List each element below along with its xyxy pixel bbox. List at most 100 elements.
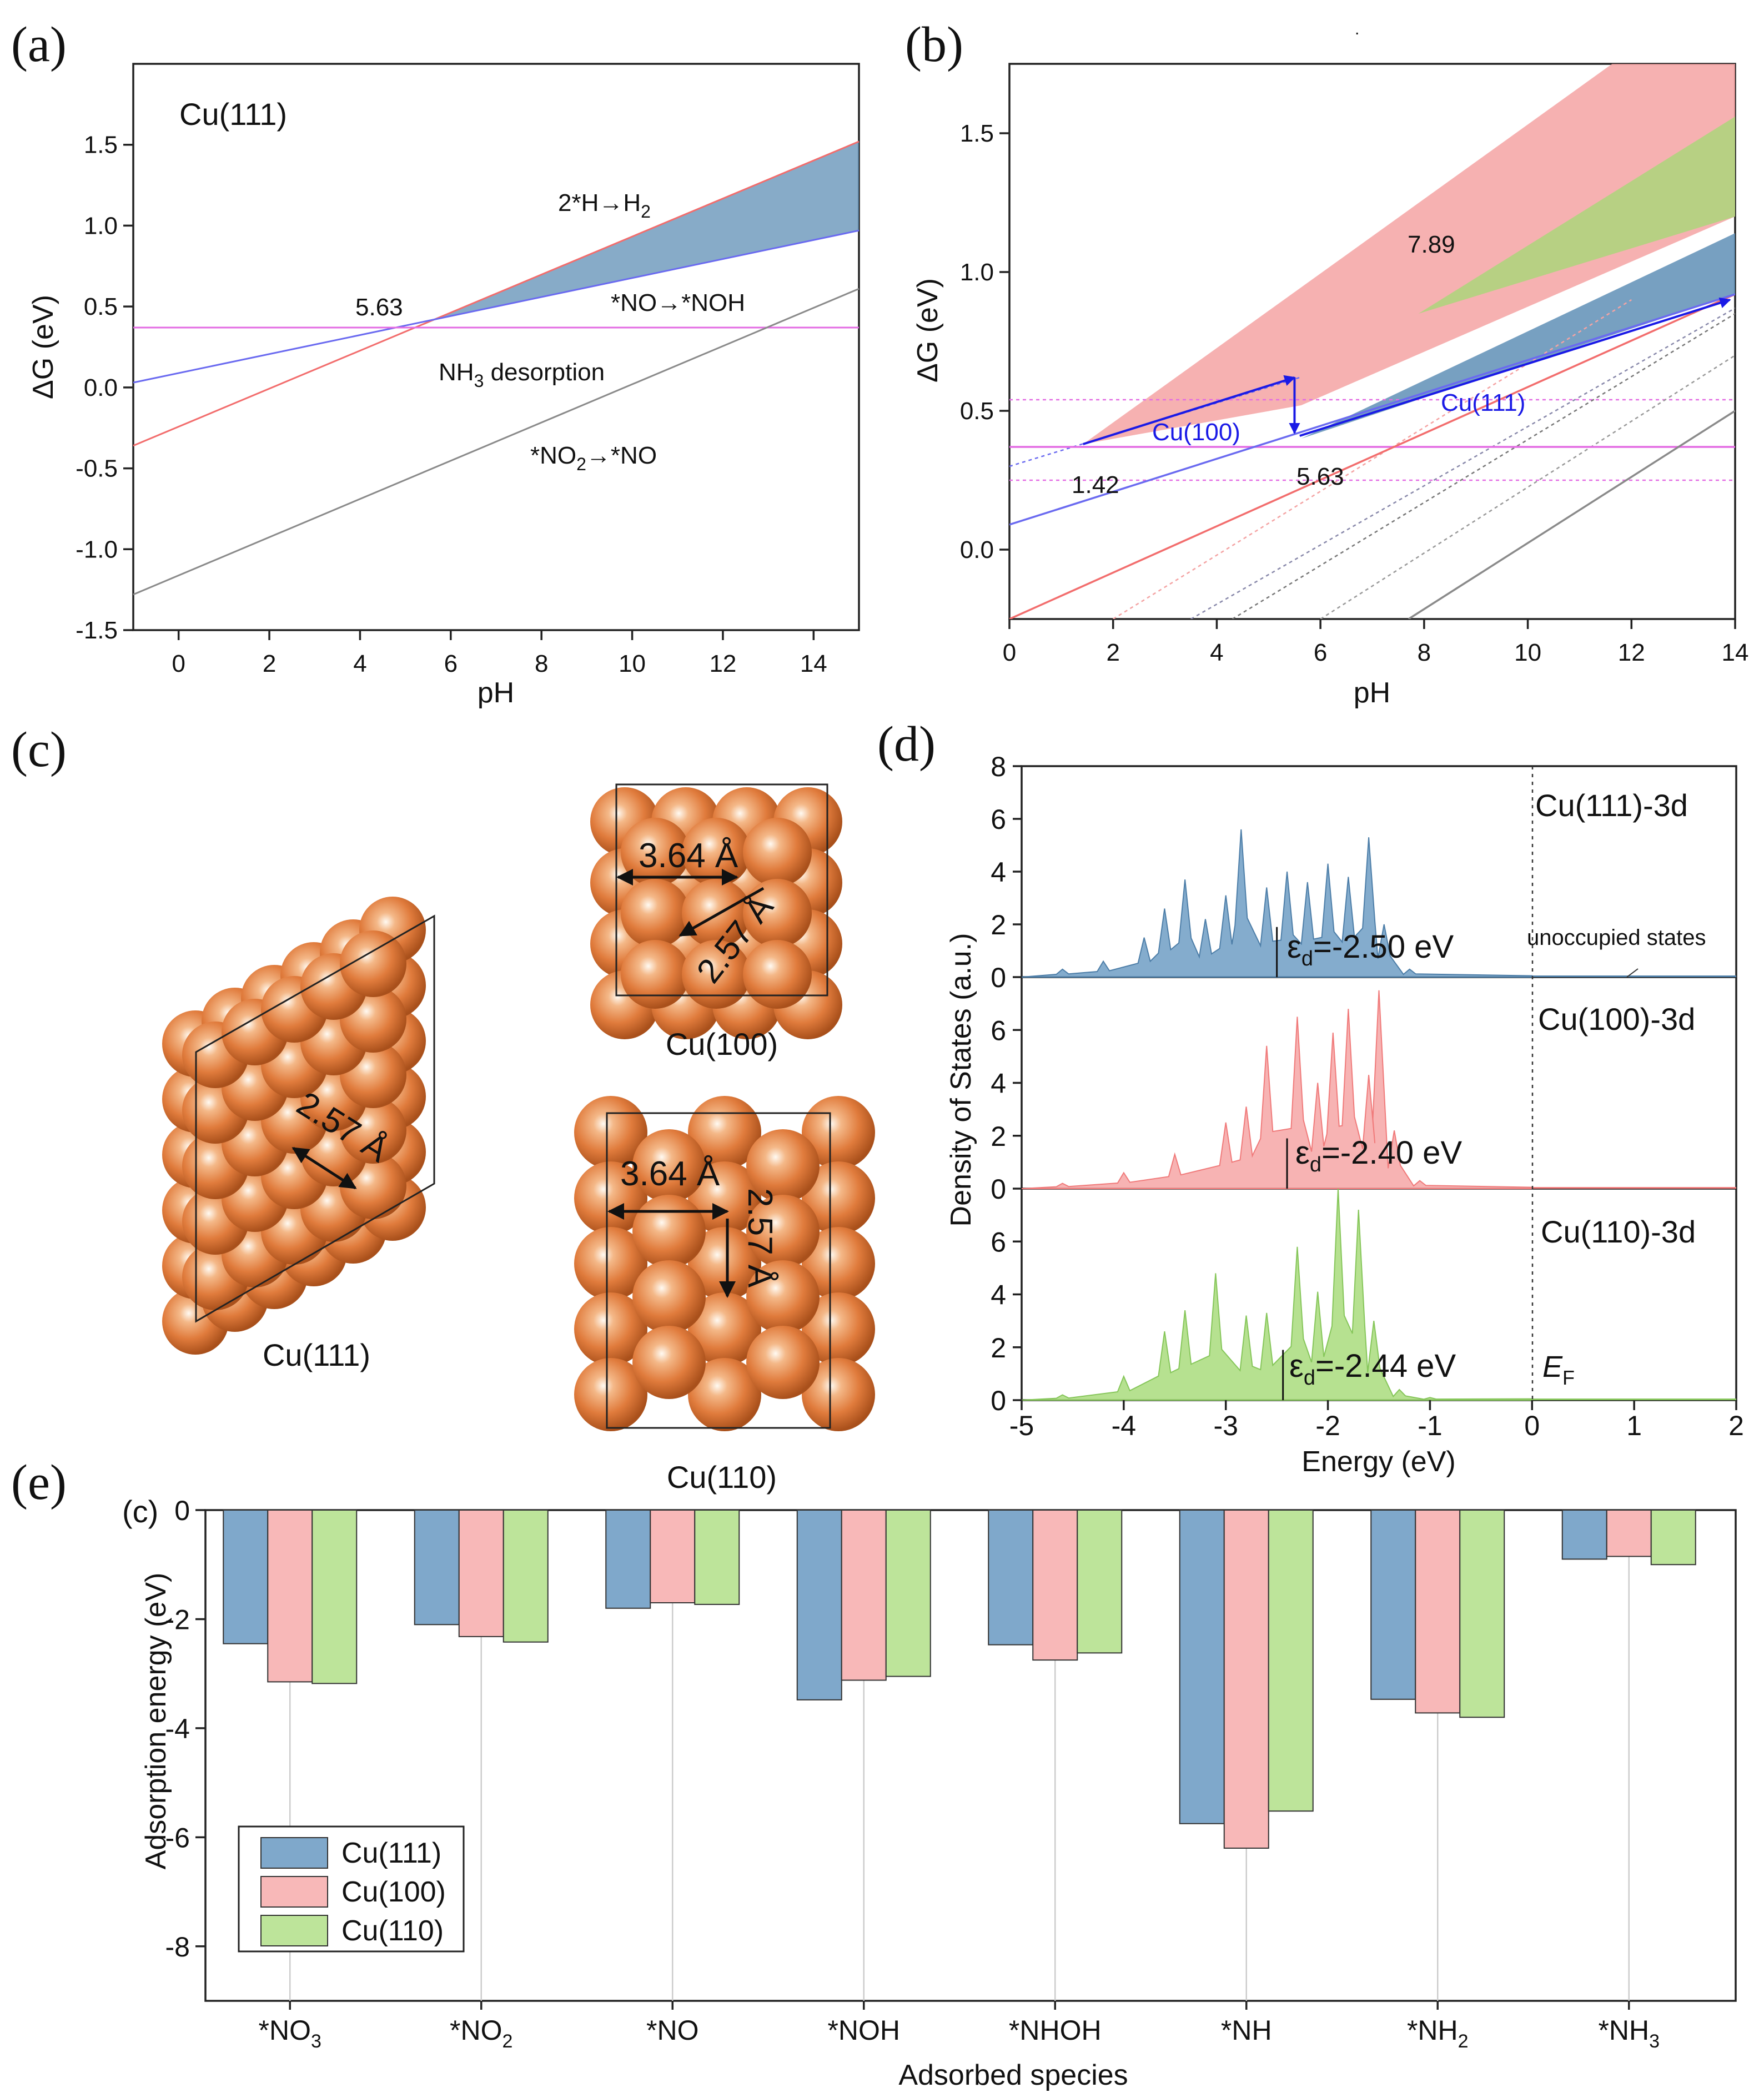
panel-a-xlabel: pH [478, 677, 514, 709]
panel-b-ytick-label: 0.0 [960, 536, 994, 564]
dos-label-cu111: Cu(111)-3d [1535, 788, 1688, 823]
bar-*NH3-Cu(111) [1561, 1510, 1607, 1560]
bar-*NHOH-Cu(100) [1032, 1510, 1078, 1661]
panel-d-ytick-label: 4 [991, 857, 1006, 888]
d-band-center-cu110: εd=-2.44 eV [1289, 1348, 1456, 1390]
bar-*NHOH-Cu(111) [988, 1510, 1034, 1646]
panel-a-xtick-label: 10 [619, 650, 646, 677]
panel-e-ytick-label: -6 [165, 1822, 190, 1853]
cu110-atom [802, 1161, 875, 1235]
panel-d-ytick-label: 6 [991, 1226, 1006, 1257]
bar-*NO2-Cu(111) [414, 1510, 460, 1626]
bar-*NOH-Cu(111) [796, 1510, 842, 1700]
cu110-atom [574, 1096, 647, 1169]
panel-b-xtick-label: 8 [1418, 639, 1431, 666]
panel-c-structures: 2.57 Å Cu(111) 3.64 Å 2.57 Å Cu(100) 3.6… [162, 783, 875, 1495]
panel-label-e: (e) [11, 1455, 67, 1510]
cu111-atom [340, 930, 406, 997]
panel-label-a: (a) [11, 17, 67, 72]
bar-*NO3-Cu(111) [223, 1510, 269, 1644]
cu110-atom [688, 1292, 761, 1366]
panel-e-xtick-label: *NH3 [1598, 2015, 1660, 2052]
panel-a-xtick-label: 2 [263, 650, 276, 677]
panel-e-xtick-label: *NHOH [1009, 2015, 1102, 2046]
panel-a-line-noh [133, 229, 860, 384]
panel-b-series-line [1009, 293, 1735, 619]
panel-e-xlabel: Adsorbed species [898, 2059, 1128, 2091]
panel-d-ytick-label: 0 [991, 1385, 1006, 1416]
dos-area-2 [1021, 1188, 1533, 1401]
legend-label-cu100: Cu(100) [341, 1876, 446, 1908]
bar-*NH2-Cu(110) [1459, 1510, 1505, 1718]
legend-label-cu110: Cu(110) [341, 1915, 444, 1947]
panel-b-xtick-label: 2 [1106, 639, 1119, 666]
panel-a-ylabel: ΔG (eV) [27, 295, 59, 399]
panel-e-ytick-label: 0 [174, 1495, 190, 1526]
bar-*NHOH-Cu(110) [1077, 1510, 1123, 1654]
panel-a-frame [132, 63, 860, 631]
cu110-atom [746, 1260, 820, 1334]
bar-*NO2-Cu(110) [502, 1510, 549, 1643]
cu110-atom [802, 1358, 875, 1431]
panel-b-arrow-cu100 [1082, 375, 1296, 445]
panel-b-plot-area [1009, 64, 1735, 619]
cu100-atom [743, 879, 812, 948]
panel-b-ytick-label: 0.5 [960, 398, 994, 425]
panel-a-xtick-label: 8 [535, 650, 548, 677]
panel-e-ytick-label: -2 [165, 1604, 190, 1635]
d-band-center-cu100: εd=-2.40 eV [1295, 1135, 1462, 1176]
panel-a-xtick-label: 4 [353, 650, 366, 677]
panel-b-chart: 0 2 4 6 8 10 12 14 0.0 0.5 1.0 1.5 7.89 1.42 5.63 C… [912, 20, 1748, 709]
panel-b-xtick-label: 10 [1514, 639, 1541, 666]
panel-a-line-no2 [133, 288, 860, 596]
panel-e-xtick-label: *NH [1221, 2015, 1272, 2046]
panel-b-frame [1008, 63, 1736, 620]
panel-d-ytick-label: 6 [991, 1015, 1006, 1046]
panel-d-ytick-label: 4 [991, 1068, 1006, 1099]
cu100-atom [743, 818, 812, 887]
panel-e-xtick-label: *NO [646, 2015, 698, 2046]
panel-a-chart: 0 2 4 6 8 10 12 14 -1.5 -1.0 -0.5 0.0 0.5 1.0 1.5 Cu(1… [27, 63, 860, 709]
legend-label-cu111: Cu(111) [341, 1837, 441, 1869]
panel-a-ytick-label: 0.0 [84, 374, 118, 401]
panel-d-xlabel: Energy (eV) [1301, 1446, 1455, 1478]
legend-swatch-cu100 [260, 1876, 328, 1908]
cu100-atom [621, 879, 690, 948]
panel-b-arrow-cu111 [1299, 297, 1731, 437]
panel-d-ytick-label: 0 [991, 962, 1006, 993]
cu110-atom [802, 1096, 875, 1169]
cu111-distance-arrow [292, 1146, 357, 1190]
panel-d-ytick-label: 6 [991, 804, 1006, 835]
panel-a-label-noh: *NO→*NOH [611, 289, 745, 316]
cu100-unit-cell [615, 783, 828, 997]
cu100-atom [621, 940, 690, 1009]
panel-e-xtick-label: *NH2 [1407, 2015, 1469, 2052]
panel-b-dashed-line [1190, 307, 1735, 619]
panel-b-ytick-label: 1.5 [960, 120, 994, 147]
panel-d-ytick-label: 2 [991, 1121, 1006, 1152]
panel-d-ylabel: Density of States (a.u.) [945, 933, 977, 1227]
panel-b-dashed-line [1113, 299, 1632, 619]
cu110-atom [632, 1195, 706, 1268]
panel-label-d: (d) [877, 717, 936, 772]
panel-b-xtick-label: 4 [1210, 639, 1223, 666]
cu110-distance-label-2: 2.57 Å [741, 1188, 779, 1288]
panel-b-series-line [1009, 293, 1735, 526]
bar-*NO3-Cu(110) [311, 1510, 358, 1684]
panel-a-ytick-label: -1.5 [76, 617, 118, 644]
panel-a-ytick-label: 1.5 [84, 132, 118, 159]
panel-a-crossing-label: 5.63 [355, 294, 403, 321]
cu110-atom [688, 1227, 761, 1300]
cu110-atom [574, 1358, 647, 1431]
cu100-atom [682, 879, 751, 948]
panel-b-series-line [1408, 410, 1735, 619]
panel-b-xtick-label: 6 [1314, 639, 1327, 666]
panel-b-xtick-label: 0 [1003, 639, 1016, 666]
cu110-label: Cu(110) [667, 1460, 777, 1495]
panel-e-ytick-label: -8 [165, 1931, 190, 1963]
panel-d-ytick-label: 2 [991, 1332, 1006, 1364]
cu110-unit-cell [606, 1112, 831, 1429]
panel-b-cu100-label: Cu(100) [1152, 419, 1240, 446]
dos-label-cu100: Cu(100)-3d [1538, 1002, 1695, 1037]
